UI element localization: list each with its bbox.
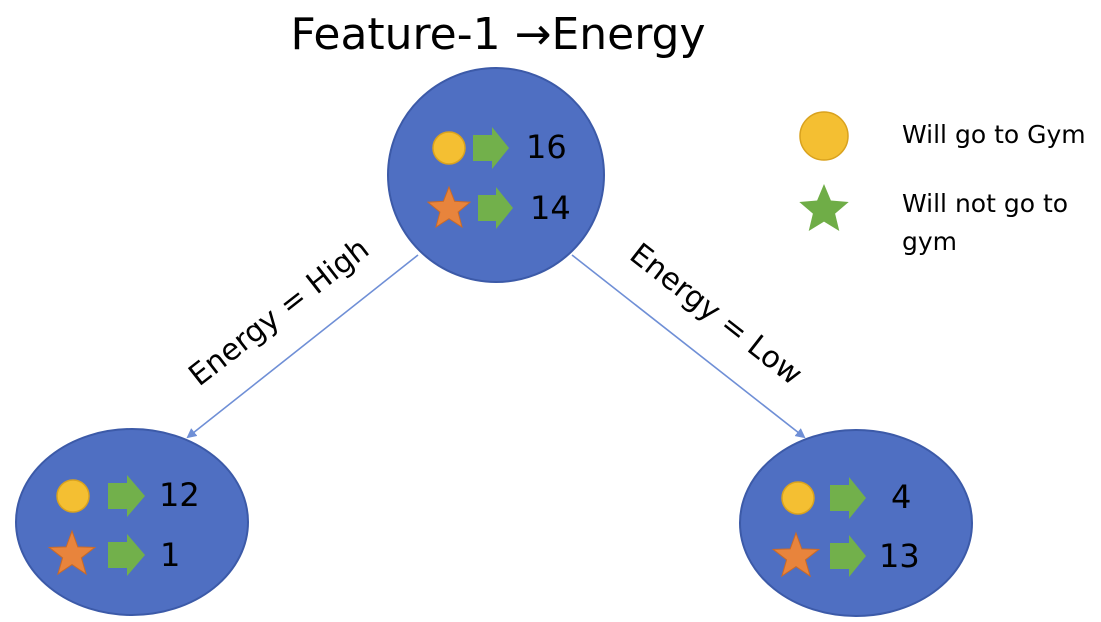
star-icon	[426, 185, 472, 229]
legend-green-star-icon	[799, 184, 849, 231]
edge-label-low: Energy = Low	[623, 237, 809, 393]
right-arrow-icon	[830, 477, 866, 519]
legend: Will go to Gym Will not go to gym	[799, 111, 1086, 256]
root-node-shape	[387, 67, 605, 283]
gym-circle-icon	[781, 481, 815, 515]
left-node-shape	[15, 428, 249, 616]
root-node: 16 14	[387, 67, 605, 283]
left-will-go-count: 12	[159, 476, 200, 514]
right-arrow-icon	[108, 534, 145, 576]
legend-will-go-label: Will go to Gym	[902, 120, 1086, 149]
edge-high	[186, 254, 419, 439]
root-will-go-count: 16	[526, 128, 567, 166]
star-icon	[771, 531, 821, 578]
right-node: 4 13	[739, 429, 973, 617]
right-arrow-icon	[473, 127, 509, 169]
right-arrow-icon	[108, 475, 145, 517]
gym-circle-icon	[56, 479, 90, 513]
edge-label-high: Energy = High	[182, 232, 375, 394]
right-will-go-count: 4	[891, 478, 911, 516]
gym-circle-icon	[432, 131, 466, 165]
left-will-not-go-count: 1	[160, 536, 180, 574]
right-arrow-icon	[830, 535, 866, 577]
right-node-shape	[739, 429, 973, 617]
right-will-not-go-count: 13	[879, 537, 920, 575]
diagram-title: Feature-1 →Energy	[290, 9, 705, 60]
legend-will-not-go-line2: gym	[902, 227, 957, 256]
legend-will-not-go-line1: Will not go to	[902, 189, 1068, 218]
right-arrow-icon	[478, 187, 513, 229]
left-node: 12 1	[15, 428, 249, 616]
star-icon	[47, 529, 97, 576]
legend-gym-circle-icon	[799, 111, 849, 161]
edge-low	[571, 254, 806, 439]
root-will-not-go-count: 14	[530, 189, 571, 227]
